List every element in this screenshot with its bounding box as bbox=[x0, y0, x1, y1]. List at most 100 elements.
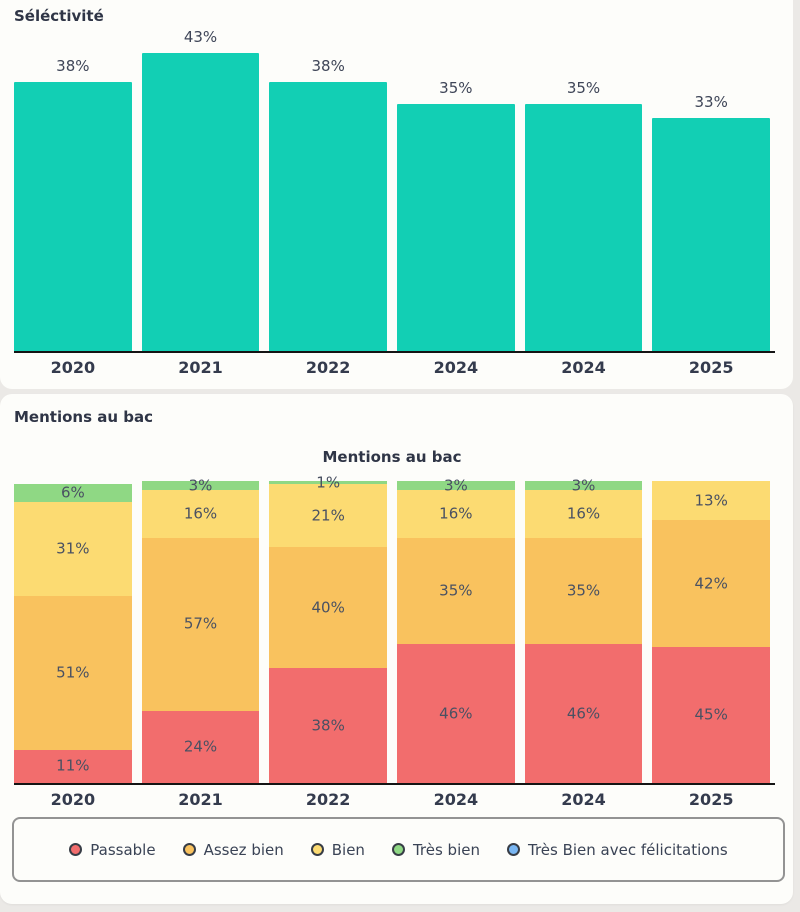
legend-label: Très bien bbox=[412, 840, 480, 859]
legend-swatch-icon bbox=[69, 843, 83, 856]
bar-value-label: 33% bbox=[694, 92, 728, 111]
stack-segment[interactable]: 16% bbox=[524, 490, 643, 539]
legend-label: Très Bien avec félicitations bbox=[527, 840, 728, 859]
stack-segment[interactable]: 57% bbox=[141, 538, 260, 711]
segment-value-label: 46% bbox=[566, 704, 601, 723]
bar[interactable] bbox=[652, 117, 771, 352]
legend-label: Passable bbox=[90, 840, 156, 859]
mentions-plot-title: Mentions au bac bbox=[322, 448, 462, 466]
legend-label: Assez bien bbox=[203, 840, 284, 859]
stack-segment[interactable]: 40% bbox=[269, 547, 388, 669]
stack-segment[interactable]: 13% bbox=[652, 481, 771, 521]
segment-value-label: 45% bbox=[694, 705, 728, 724]
bar-column: 38% bbox=[14, 28, 132, 352]
bar-column: 35% bbox=[397, 28, 515, 352]
segment-value-label: 11% bbox=[56, 756, 90, 775]
stack-segment[interactable]: 24% bbox=[141, 710, 260, 783]
segment-value-label: 24% bbox=[183, 737, 218, 756]
stack-segment[interactable]: 35% bbox=[524, 538, 643, 645]
stack-segment[interactable]: 11% bbox=[14, 749, 132, 783]
stacked-bar-column: 46% 35% 16% 3% bbox=[524, 478, 643, 783]
segment-value-label: 21% bbox=[311, 506, 345, 525]
stack-segment[interactable]: 45% bbox=[652, 647, 771, 783]
bar[interactable] bbox=[269, 82, 388, 352]
stack-segment[interactable]: 46% bbox=[524, 644, 643, 783]
stack-segment[interactable]: 46% bbox=[397, 644, 515, 783]
legend-swatch-icon bbox=[506, 843, 520, 856]
x-tick-label: 2024 bbox=[433, 358, 479, 377]
bar-value-label: 38% bbox=[311, 57, 345, 76]
mentions-card: Mentions au bac Mentions au bac 11% 51% 31… bbox=[0, 394, 793, 904]
stacked-bar-column: 45% 42% 13% bbox=[652, 481, 771, 783]
bar[interactable] bbox=[141, 53, 260, 352]
stack-segment[interactable]: 35% bbox=[397, 538, 515, 645]
x-tick-label: 2024 bbox=[433, 790, 479, 809]
bar[interactable] bbox=[397, 103, 515, 352]
bar[interactable] bbox=[524, 103, 643, 352]
segment-value-label: 35% bbox=[566, 581, 601, 600]
x-tick-label: 2025 bbox=[688, 358, 734, 377]
stack-segment[interactable]: 16% bbox=[397, 490, 515, 539]
bar-value-label: 35% bbox=[566, 78, 601, 97]
selectivity-x-axis-line bbox=[14, 351, 775, 353]
stacked-bar-column: 46% 35% 16% 3% bbox=[397, 478, 515, 783]
stack-segment[interactable]: 16% bbox=[141, 490, 260, 539]
stack-segment[interactable]: 51% bbox=[14, 595, 132, 750]
stacked-bar-column: 11% 51% 31% 6% bbox=[14, 484, 132, 783]
stacked-bar-column: 38% 40% 21% 1% bbox=[269, 475, 388, 783]
stack-segment[interactable]: 3% bbox=[141, 478, 260, 493]
stack-segment[interactable]: 31% bbox=[14, 502, 132, 596]
stack-segment[interactable]: 3% bbox=[524, 478, 643, 493]
x-tick-label: 2020 bbox=[50, 790, 96, 809]
segment-value-label: 16% bbox=[183, 504, 218, 523]
segment-value-label: 6% bbox=[60, 483, 85, 502]
mentions-x-axis-line bbox=[14, 783, 775, 785]
segment-value-label: 51% bbox=[56, 663, 90, 682]
segment-value-label: 35% bbox=[439, 581, 473, 600]
legend-swatch-icon bbox=[182, 843, 196, 856]
bar-value-label: 35% bbox=[439, 78, 473, 97]
stack-segment[interactable]: 3% bbox=[397, 478, 515, 493]
bar[interactable] bbox=[14, 82, 132, 352]
legend-item[interactable]: Très Bien avec félicitations bbox=[506, 840, 728, 859]
legend-item[interactable]: Passable bbox=[69, 840, 156, 859]
segment-value-label: 31% bbox=[56, 539, 90, 558]
selectivity-section-title: Séléctivité bbox=[14, 7, 104, 25]
stack-segment[interactable]: 38% bbox=[269, 668, 388, 783]
x-tick-label: 2024 bbox=[561, 790, 606, 809]
segment-value-label: 13% bbox=[694, 491, 728, 510]
legend-item[interactable]: Très bien bbox=[391, 840, 480, 859]
x-tick-label: 2022 bbox=[305, 358, 351, 377]
selectivity-card: Séléctivité 38% 43% 38% 35% 35% 33% 2020 2021 2… bbox=[0, 0, 793, 389]
stack-segment[interactable]: 6% bbox=[14, 483, 132, 503]
segment-value-label: 16% bbox=[566, 504, 601, 523]
stack-segment[interactable]: 1% bbox=[269, 475, 388, 490]
stack-segment[interactable]: 42% bbox=[652, 520, 771, 648]
bar-value-label: 43% bbox=[183, 28, 218, 46]
segment-value-label: 40% bbox=[311, 598, 345, 617]
legend-swatch-icon bbox=[391, 843, 405, 856]
mentions-stacked-plot: 11% 51% 31% 6% 24% 57% 16% 3% 38% 40% 21% 1% 46% 35% 1… bbox=[14, 475, 771, 783]
bar-column: 33% bbox=[652, 28, 771, 352]
selectivity-x-axis-labels: 2020 2021 2022 2024 2024 2025 bbox=[14, 358, 770, 377]
segment-value-label: 57% bbox=[183, 614, 218, 633]
stacked-bar-column: 24% 57% 16% 3% bbox=[141, 478, 260, 783]
mentions-legend: Passable Assez bien Bien Très bien Très Bien… bbox=[12, 817, 785, 882]
mentions-section-title: Mentions au bac bbox=[14, 408, 153, 426]
stack-segment[interactable]: 21% bbox=[269, 484, 388, 548]
x-tick-label: 2025 bbox=[688, 790, 734, 809]
legend-label: Bien bbox=[331, 840, 365, 859]
x-tick-label: 2021 bbox=[178, 790, 223, 809]
legend-item[interactable]: Assez bien bbox=[182, 840, 284, 859]
x-tick-label: 2021 bbox=[178, 358, 223, 377]
segment-value-label: 42% bbox=[694, 574, 728, 593]
segment-value-label: 46% bbox=[439, 704, 473, 723]
x-tick-label: 2022 bbox=[305, 790, 351, 809]
bar-column: 43% bbox=[141, 28, 260, 352]
x-tick-label: 2024 bbox=[561, 358, 606, 377]
legend-swatch-icon bbox=[310, 843, 324, 856]
bar-value-label: 38% bbox=[56, 57, 90, 76]
bar-column: 38% bbox=[269, 28, 388, 352]
legend-item[interactable]: Bien bbox=[310, 840, 365, 859]
